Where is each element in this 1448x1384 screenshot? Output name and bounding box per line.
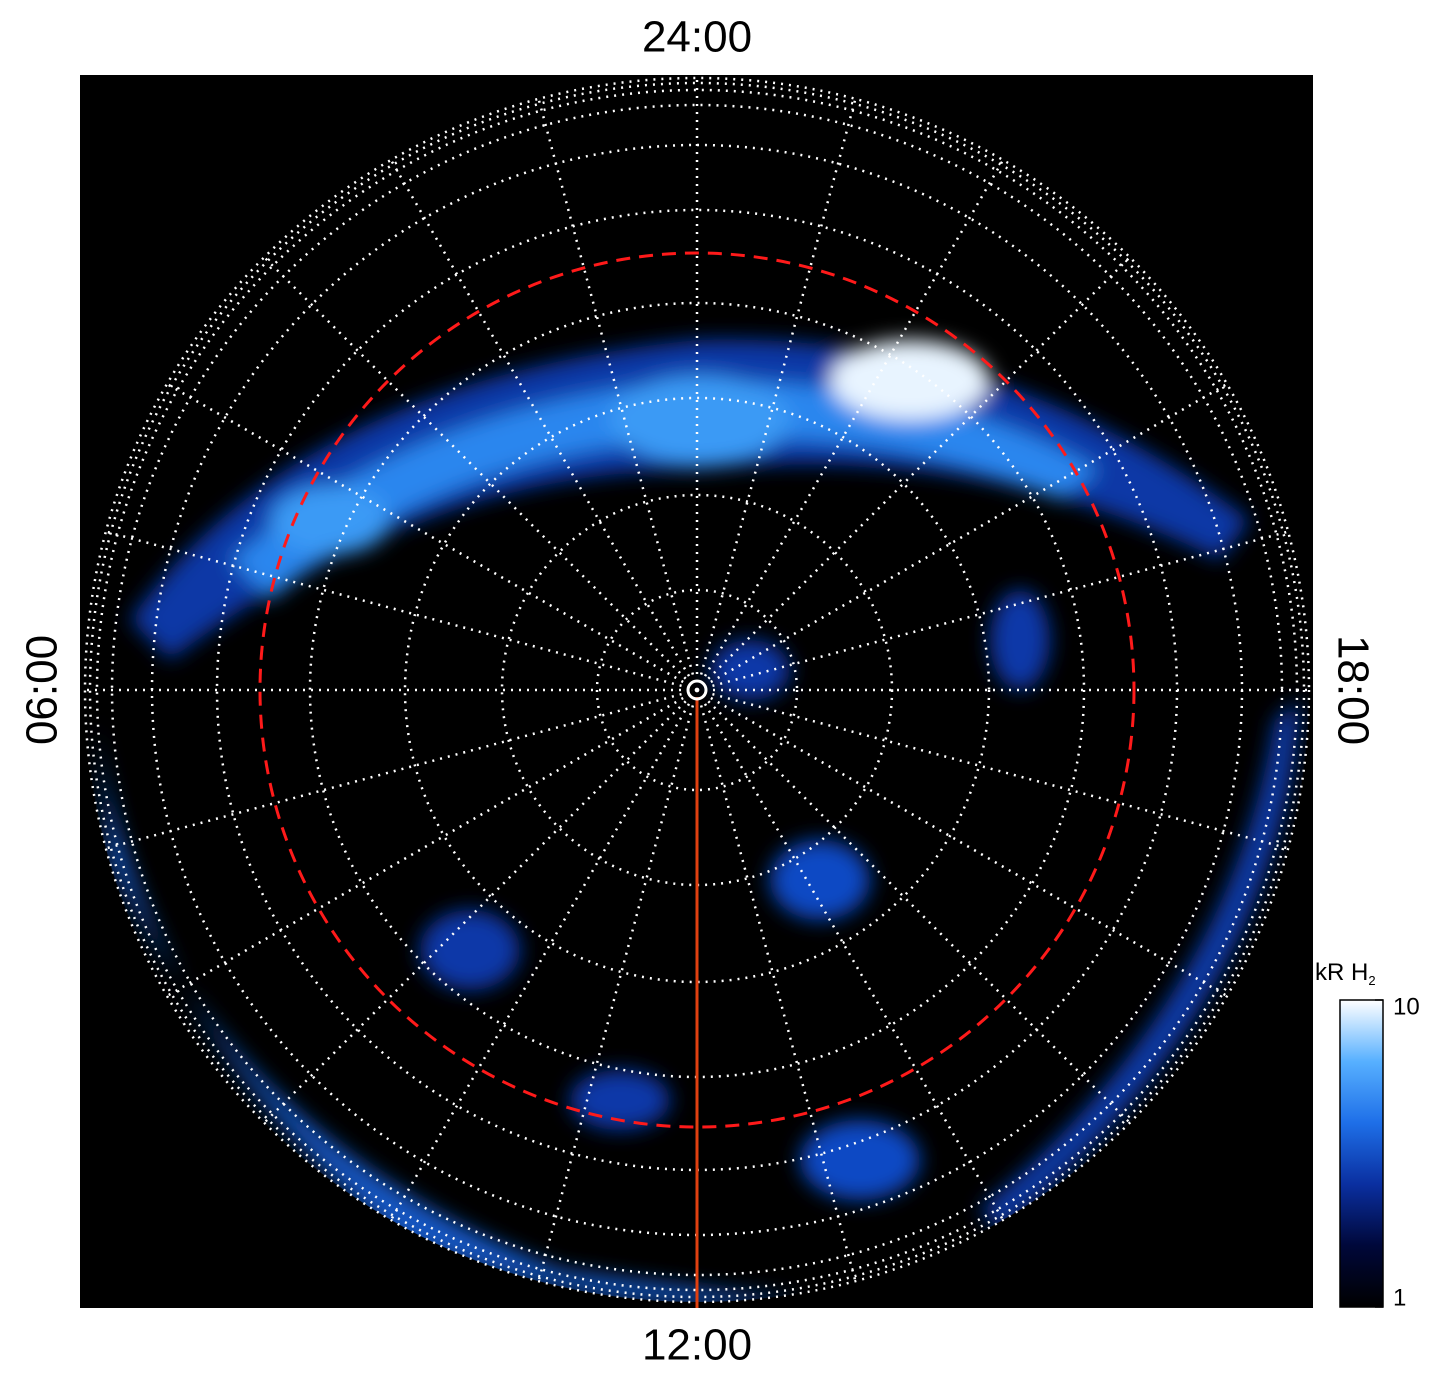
reference-oval	[258, 251, 1136, 1129]
grid-spoke	[695, 689, 857, 1282]
grid-spoke	[166, 382, 698, 692]
grid-spoke	[537, 689, 699, 1282]
angular-label: 24:00	[642, 13, 752, 62]
grid-circle	[403, 396, 991, 984]
grid-circle	[595, 588, 799, 792]
colorbar-tick-label: 10	[1393, 993, 1420, 1020]
grid-spoke	[263, 256, 698, 691]
grid-spoke	[389, 689, 699, 1221]
grid-spoke	[696, 688, 1289, 850]
grid-spoke	[537, 98, 699, 691]
grid-spoke	[695, 98, 857, 691]
colorbar-tick-label: 1	[1393, 1284, 1406, 1311]
grid-spoke	[166, 688, 698, 998]
grid-circle	[500, 493, 894, 887]
grid-spoke	[105, 530, 698, 692]
colorbar-label: kR H2	[1315, 959, 1376, 988]
pole-marker	[686, 679, 708, 701]
colorbar-label-text: kR H	[1315, 959, 1368, 986]
grid-spoke	[695, 159, 1005, 691]
angular-label: 18:00	[1328, 635, 1377, 745]
colorbar-label-sub: 2	[1368, 973, 1375, 988]
colorbar	[1339, 999, 1384, 1308]
angular-label: 12:00	[642, 1321, 752, 1370]
grid-spoke	[105, 688, 698, 850]
grid-circle	[308, 301, 1086, 1079]
angular-label: 06:00	[18, 635, 67, 745]
grid-spoke	[696, 688, 1228, 998]
grid-spoke	[696, 382, 1228, 692]
aurora-emission	[95, 339, 1300, 1302]
grid-spoke	[389, 159, 699, 691]
grid-spoke	[695, 689, 1005, 1221]
grid-spoke	[696, 530, 1289, 692]
